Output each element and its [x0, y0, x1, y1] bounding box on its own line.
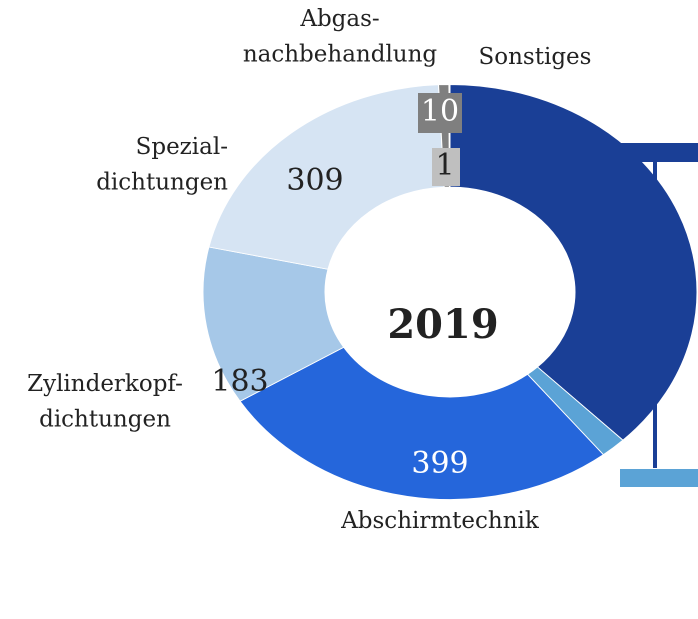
value-box	[432, 148, 460, 186]
label-line: nachbehandlung	[243, 42, 438, 68]
value-label: 10	[421, 94, 459, 129]
category-label: Zylinderkopf-dichtungen	[27, 371, 183, 433]
label-line: Abschirmtechnik	[340, 508, 540, 534]
donut-segment	[208, 84, 445, 270]
category-label: Abgas-nachbehandlung	[243, 6, 438, 68]
value-label: 309	[286, 163, 343, 198]
connector-bar	[612, 143, 698, 162]
donut-segment	[239, 346, 605, 500]
label-line: dichtungen	[39, 407, 171, 433]
label-line: Sonstiges	[479, 44, 592, 70]
value-label: 399	[411, 446, 468, 481]
value-label: 1	[435, 148, 454, 183]
donut-segment	[449, 84, 698, 441]
label-line: Spezial-	[136, 134, 228, 160]
label-line: Abgas-	[299, 6, 379, 32]
category-label: Spezial-dichtungen	[96, 134, 228, 196]
value-label: 183	[211, 364, 268, 399]
label-line: dichtungen	[96, 170, 228, 196]
center-label: 2019	[387, 301, 498, 348]
label-line: Zylinderkopf-	[27, 371, 183, 397]
value-box	[418, 93, 462, 133]
category-label: Sonstiges	[479, 44, 592, 70]
category-label: Abschirmtechnik	[340, 508, 540, 534]
